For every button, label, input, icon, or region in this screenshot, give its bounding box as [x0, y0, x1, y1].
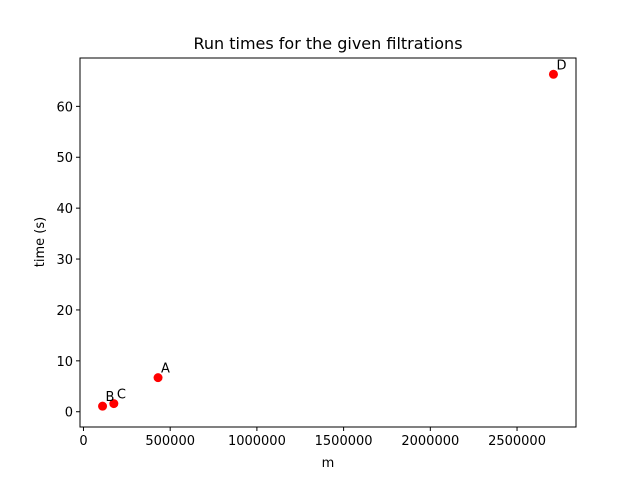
data-point-a: [153, 373, 163, 383]
x-tick-label: 0: [79, 434, 87, 449]
y-tick-label: 30: [56, 253, 73, 268]
x-tick-label: 2000000: [401, 434, 459, 449]
chart-title: Run times for the given filtrations: [193, 34, 462, 53]
y-tick-label: 40: [56, 202, 73, 217]
x-tick-label: 2500000: [488, 434, 546, 449]
y-tick-label: 50: [56, 151, 73, 166]
point-label-d: D: [556, 58, 566, 73]
data-point-d: [548, 69, 558, 79]
x-tick-label: 500000: [145, 434, 195, 449]
y-tick-label: 0: [65, 406, 73, 421]
y-tick-label: 60: [56, 100, 73, 115]
point-label-a: A: [161, 362, 170, 377]
point-labels: A B C D: [106, 58, 567, 405]
point-label-c: C: [117, 388, 126, 403]
plot-frame: [79, 57, 577, 428]
point-label-b: B: [106, 390, 115, 405]
y-tick-label: 10: [56, 355, 73, 370]
x-axis-ticks: 0 500000 1000000 1500000 2000000 2500000: [79, 427, 546, 449]
y-tick-label: 20: [56, 304, 73, 319]
x-axis-label: m: [322, 456, 335, 471]
y-axis-label: time (s): [33, 217, 48, 267]
x-tick-label: 1000000: [228, 434, 286, 449]
data-point-c: [109, 399, 119, 409]
data-point-b: [98, 401, 108, 411]
data-points: [98, 69, 558, 411]
y-axis-ticks: 0 10 20 30 40 50 60: [56, 100, 80, 421]
x-tick-label: 1500000: [315, 434, 373, 449]
